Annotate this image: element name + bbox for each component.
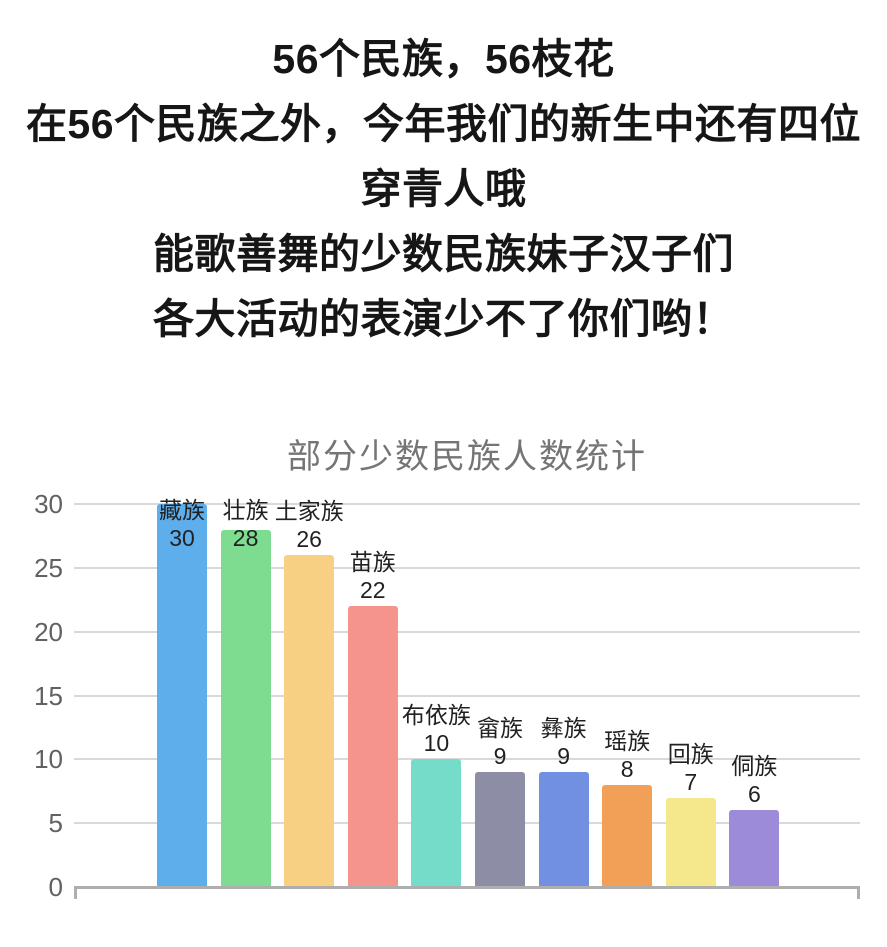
y-tick-label: 0	[48, 872, 63, 902]
intro-line: 在56个民族之外，今年我们的新生中还有四位	[25, 101, 862, 147]
bar-category-label: 土家族	[274, 498, 344, 525]
bar-value-label: 9	[557, 743, 570, 770]
bar-category-label: 苗族	[349, 549, 396, 576]
bar-value-label: 26	[296, 526, 322, 553]
bar-category-label: 侗族	[731, 753, 778, 780]
x-axis-line	[74, 886, 860, 899]
bar	[411, 759, 462, 887]
intro-line: 56个民族，56枝花	[272, 36, 615, 82]
bar-label: 畲族 9	[430, 714, 570, 770]
bar-category-label: 瑶族	[604, 727, 651, 754]
intro-text: 56个民族，56枝花 在56个民族之外，今年我们的新生中还有四位 穿青人哦 能歌…	[0, 27, 887, 352]
bar-label: 彝族 9	[494, 714, 634, 770]
bar-label: 布依族 10	[366, 701, 506, 757]
bar-value-label: 8	[620, 755, 634, 782]
bar-value-label: 7	[684, 768, 698, 795]
y-tick-label: 5	[48, 808, 63, 839]
intro-line: 能歌善舞的少数民族妹子汉子们	[153, 231, 734, 277]
bar-value-label: 30	[169, 525, 195, 551]
gridline	[74, 758, 860, 761]
gridline	[74, 822, 860, 825]
intro-line: 穿青人哦	[360, 166, 527, 212]
bar-label: 侗族 6	[684, 752, 824, 808]
bar-label: 土家族 26	[239, 497, 379, 553]
bar	[284, 555, 335, 887]
gridline	[74, 630, 860, 633]
bar-label: 壮族 28	[176, 496, 316, 552]
gridline	[74, 694, 860, 697]
intro-line: 各大活动的表演少不了你们哟！	[153, 296, 734, 342]
bar-value-label: 28	[232, 525, 259, 551]
bar-label: 回族 7	[621, 740, 761, 796]
bar-category-label: 壮族	[222, 497, 269, 523]
bar	[475, 772, 525, 887]
bar-value-label: 10	[423, 730, 450, 757]
bar	[220, 529, 271, 887]
y-tick-label: 20	[34, 616, 63, 647]
bar-value-label: 22	[360, 577, 386, 604]
bar	[157, 504, 207, 887]
bar-category-label: 彝族	[540, 715, 587, 742]
bar-label: 藏族 30	[112, 496, 252, 552]
y-tick-label: 10	[34, 744, 63, 775]
bar	[729, 810, 780, 887]
y-tick-label: 30	[34, 489, 63, 519]
bar-category-label: 回族	[667, 740, 714, 767]
gridline	[74, 503, 860, 505]
bar-category-label: 畲族	[477, 715, 523, 742]
bar-category-label: 藏族	[159, 497, 205, 523]
y-tick-label: 15	[34, 680, 63, 711]
bar	[665, 797, 716, 887]
chart-title: 部分少数民族人数统计	[287, 438, 647, 476]
bar	[538, 772, 589, 887]
bar-value-label: 6	[747, 781, 761, 808]
bar-label: 苗族 22	[303, 548, 443, 604]
bar-label: 瑶族 8	[557, 727, 697, 783]
gridline	[74, 566, 860, 569]
bar-value-label: 9	[493, 743, 507, 770]
bar	[602, 784, 653, 887]
bar	[347, 606, 398, 887]
bar-category-label: 布依族	[401, 702, 471, 729]
y-tick-label: 25	[34, 552, 63, 583]
